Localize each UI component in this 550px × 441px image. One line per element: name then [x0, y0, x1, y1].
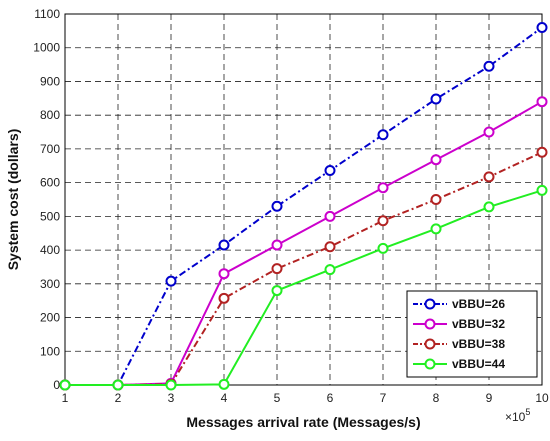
legend-item: vBBU=26	[413, 297, 505, 311]
data-point	[483, 171, 495, 183]
x-tick-label: 9	[486, 391, 493, 405]
data-point	[271, 263, 283, 275]
y-tick-label: 300	[40, 277, 60, 291]
legend-swatch-marker	[424, 358, 436, 370]
data-point	[324, 241, 336, 253]
data-point	[430, 223, 442, 235]
x-axis-multiplier: ×105	[505, 407, 530, 424]
series-line	[65, 189, 543, 386]
x-tick-label: 4	[221, 391, 228, 405]
x-tick-label: 6	[327, 391, 334, 405]
series-vBBU=44	[59, 184, 548, 391]
legend-swatch-marker	[424, 338, 436, 350]
legend-label: vBBU=44	[452, 357, 505, 371]
data-point	[483, 126, 495, 138]
data-point	[271, 285, 283, 297]
data-point	[483, 201, 495, 213]
legend-swatch-marker	[424, 318, 436, 330]
plot-area-frame	[64, 13, 543, 386]
y-tick-label: 200	[40, 311, 60, 325]
data-point	[430, 194, 442, 205]
data-point	[59, 379, 71, 391]
y-tick-label: 1100	[34, 7, 60, 21]
data-point	[483, 60, 495, 72]
y-tick-label: 100	[40, 344, 60, 358]
data-point	[218, 239, 230, 251]
data-point	[218, 292, 230, 304]
series-group	[59, 21, 548, 391]
x-tick-label: 2	[115, 391, 122, 405]
y-tick-label: 600	[40, 176, 60, 190]
legend-label: vBBU=38	[452, 337, 505, 351]
legend-item: vBBU=32	[413, 317, 505, 331]
data-point	[377, 129, 389, 141]
data-point	[271, 239, 283, 251]
x-tick-label: 8	[433, 391, 440, 405]
data-point	[377, 215, 389, 227]
series-line	[65, 26, 543, 386]
data-point	[218, 268, 230, 280]
legend-label: vBBU=26	[452, 297, 505, 311]
x-tick-label: 1	[62, 391, 69, 405]
y-axis-label: System cost (dollars)	[5, 129, 21, 271]
legend-item: vBBU=38	[413, 337, 505, 351]
data-point	[165, 379, 177, 391]
y-tick-label: 0	[53, 378, 60, 392]
data-point	[536, 146, 548, 158]
data-point	[536, 184, 548, 196]
y-tick-label: 400	[40, 243, 60, 257]
x-axis-multiplier-exponent: 5	[525, 407, 530, 417]
y-axis-ticks: 0 100 200 300 400 500 600 700 800 900 1000 1100	[33, 7, 60, 392]
legend-item: vBBU=44	[413, 357, 505, 371]
data-point	[430, 93, 442, 105]
data-point	[536, 96, 548, 108]
data-point	[430, 154, 442, 166]
data-point	[165, 275, 177, 287]
legend-label: vBBU=32	[452, 317, 505, 331]
x-tick-label: 7	[380, 391, 387, 405]
data-point	[271, 200, 283, 212]
legend-swatch-marker	[424, 298, 436, 310]
data-point	[324, 264, 336, 276]
data-point	[324, 210, 336, 222]
x-tick-label: 5	[274, 391, 281, 405]
x-tick-label: 10	[535, 391, 549, 405]
y-tick-label: 500	[40, 209, 60, 223]
data-point	[536, 21, 548, 33]
x-axis-multiplier-base: ×10	[505, 410, 526, 424]
data-point	[218, 378, 230, 390]
x-axis-ticks: 1 2 3 4 5 6 7 8 9 10	[62, 391, 549, 405]
data-point	[377, 182, 389, 194]
y-tick-label: 800	[40, 108, 60, 122]
y-tick-label: 700	[40, 142, 60, 156]
data-point	[112, 379, 124, 391]
data-point	[377, 242, 389, 254]
data-point	[324, 164, 336, 176]
x-axis-label: Messages arrival rate (Messages/s)	[186, 414, 420, 430]
x-tick-label: 3	[168, 391, 175, 405]
y-tick-label: 1000	[33, 41, 60, 55]
y-tick-label: 900	[40, 74, 60, 88]
legend: vBBU=26 vBBU=32 vBBU=38 vBBU=44	[406, 290, 538, 378]
